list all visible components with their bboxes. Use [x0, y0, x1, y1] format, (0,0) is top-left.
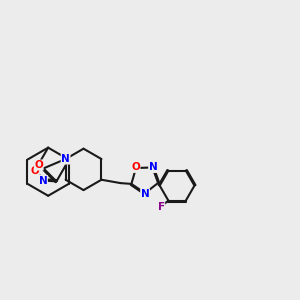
Text: O: O	[131, 162, 140, 172]
Text: N: N	[141, 189, 149, 199]
Text: N: N	[39, 176, 47, 186]
Text: N: N	[61, 154, 70, 164]
Text: O: O	[31, 166, 39, 176]
Text: F: F	[158, 202, 165, 212]
Text: O: O	[34, 160, 43, 170]
Text: N: N	[149, 163, 158, 172]
